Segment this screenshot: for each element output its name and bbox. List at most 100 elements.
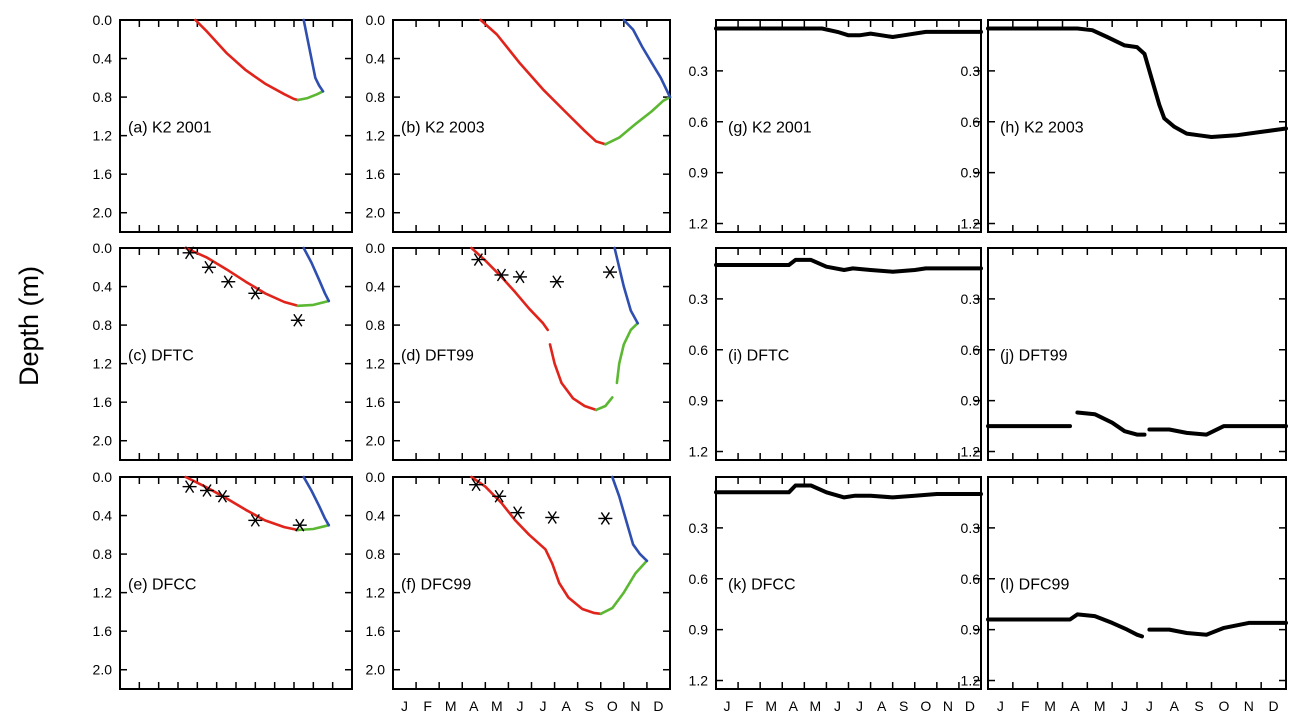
y-tick-label: 0.3 xyxy=(689,63,709,79)
panel-c: 0.0 0.4 0.8 1.2 1.6 2.0 (c) DFTC xyxy=(93,240,353,461)
series-line-blue xyxy=(622,18,672,99)
y-tick-label: 0.4 xyxy=(366,508,386,524)
y-tick-label: 0.6 xyxy=(689,571,709,587)
x-tick-label: M xyxy=(1044,698,1056,714)
x-tick-label: A xyxy=(469,698,479,714)
panel-l: 0.30.60.91.2J F M A M J J A S O N D(l) DFC99 xyxy=(961,476,1288,714)
y-tick-label: 2.0 xyxy=(366,662,386,678)
x-tick-label: D xyxy=(965,698,975,714)
observation-marker-stroke xyxy=(185,480,195,494)
observation-marker-stroke xyxy=(204,260,214,274)
y-tick-label: 0.6 xyxy=(961,114,981,130)
y-tick-label: 0.9 xyxy=(961,393,981,409)
series-line-green xyxy=(594,396,614,412)
panel-h: 0.3 0.6 0.9 1.2 (h) K2 2003 xyxy=(961,19,1288,233)
y-tick-label: 0.3 xyxy=(689,291,709,307)
panel-label: (i) DFTC xyxy=(728,347,789,364)
observation-marker xyxy=(248,513,263,527)
series-line-blue xyxy=(613,246,639,325)
observation-marker-stroke xyxy=(547,511,557,524)
series-line-black xyxy=(714,26,983,39)
series-line-green xyxy=(599,559,649,616)
panel-label: (d) DFT99 xyxy=(401,347,474,364)
observation-marker-stroke xyxy=(513,506,523,520)
panel-k: 0.30.60.91.2J F M A M J J A S O N D(k) DFCC xyxy=(689,476,983,714)
observation-marker-stroke xyxy=(295,518,305,532)
series-line-black xyxy=(1075,410,1147,437)
series-line-black xyxy=(1147,620,1288,637)
panel-e: 0.0 0.4 0.8 1.2 1.6 2.0 (e) DFCC xyxy=(93,469,353,690)
observation-marker xyxy=(512,270,527,284)
observation-marker xyxy=(471,253,486,266)
y-tick-label: 1.2 xyxy=(961,216,981,232)
series-line-green xyxy=(296,90,325,102)
y-tick-label: 1.6 xyxy=(93,623,113,639)
series-line-red xyxy=(194,18,300,102)
x-tick-label: O xyxy=(920,698,931,714)
y-tick-label: 0.3 xyxy=(961,63,981,79)
y-tick-label: 0.4 xyxy=(93,508,113,524)
x-tick-label: D xyxy=(653,698,663,714)
panel-g: 0.3 0.6 0.9 1.2 (g) K2 2001 xyxy=(689,19,983,233)
x-tick-label: S xyxy=(585,698,594,714)
y-tick-label: 1.6 xyxy=(366,623,386,639)
y-tick-label: 1.6 xyxy=(93,166,113,182)
x-tick-label: M xyxy=(810,698,822,714)
y-tick-label: 1.2 xyxy=(366,356,386,372)
y-tick-label: 1.2 xyxy=(366,585,386,601)
observation-marker xyxy=(549,275,564,289)
observation-marker-stroke xyxy=(496,268,507,282)
panel-label: (a) K2 2001 xyxy=(128,119,212,136)
x-tick-label: D xyxy=(1269,698,1279,714)
x-tick-label: F xyxy=(423,698,432,714)
x-tick-label: N xyxy=(630,698,640,714)
observation-marker-stroke xyxy=(600,512,610,525)
panel-label: (j) DFT99 xyxy=(1000,347,1068,364)
x-tick-label: N xyxy=(1244,698,1254,714)
y-tick-label: 1.2 xyxy=(689,216,709,232)
y-tick-label: 1.6 xyxy=(366,166,386,182)
series-line-red xyxy=(470,475,554,565)
panel-label: (c) DFTC xyxy=(128,347,194,364)
observation-marker xyxy=(201,260,216,274)
series-line-red xyxy=(470,246,549,332)
panel-grid: 0.0 0.4 0.8 1.2 1.6 2.0 (a) K2 2001 0.0 0.4 0.8 1.… xyxy=(93,12,1288,714)
x-tick-label: M xyxy=(765,698,777,714)
y-tick-label: 0.9 xyxy=(689,622,709,638)
panel-label: (f) DFC99 xyxy=(401,576,471,593)
panel-label: (k) DFCC xyxy=(728,576,796,593)
panel-label: (b) K2 2003 xyxy=(401,119,485,136)
y-tick-label: 2.0 xyxy=(93,205,113,221)
x-tick-label: J xyxy=(856,698,863,714)
x-tick-label: A xyxy=(877,698,887,714)
y-tick-label: 2.0 xyxy=(93,662,113,678)
y-tick-label: 2.0 xyxy=(93,433,113,449)
panel-f: 0.00.40.81.21.62.0J F M A M J J A S O N D(f) DFC99 xyxy=(366,469,671,714)
observation-marker xyxy=(545,511,560,524)
y-tick-label: 1.6 xyxy=(366,394,386,410)
y-tick-label: 1.2 xyxy=(93,128,113,144)
observation-marker-stroke xyxy=(202,484,212,497)
y-tick-label: 0.3 xyxy=(689,520,709,536)
x-tick-label: M xyxy=(445,698,457,714)
x-tick-label: J xyxy=(997,698,1004,714)
series-line-red xyxy=(551,562,603,616)
panel-j: 0.3 0.6 0.9 1.2 (j) DFT99 xyxy=(961,247,1288,461)
y-tick-label: 0.0 xyxy=(366,240,386,256)
x-tick-label: A xyxy=(1170,698,1180,714)
y-tick-label: 0.8 xyxy=(366,317,386,333)
observation-marker xyxy=(492,489,507,503)
series-line-blue xyxy=(611,475,649,563)
observation-marker xyxy=(221,275,236,289)
y-tick-label: 1.2 xyxy=(366,128,386,144)
observation-marker xyxy=(510,506,525,520)
series-line-black xyxy=(714,483,983,500)
observation-marker xyxy=(469,478,484,492)
observation-marker-stroke xyxy=(605,265,615,279)
panel-label: (h) K2 2003 xyxy=(1000,119,1084,136)
observation-marker-stroke xyxy=(293,313,303,327)
y-tick-label: 0.4 xyxy=(366,51,386,67)
x-tick-label: A xyxy=(561,698,571,714)
y-tick-label: 1.2 xyxy=(93,585,113,601)
